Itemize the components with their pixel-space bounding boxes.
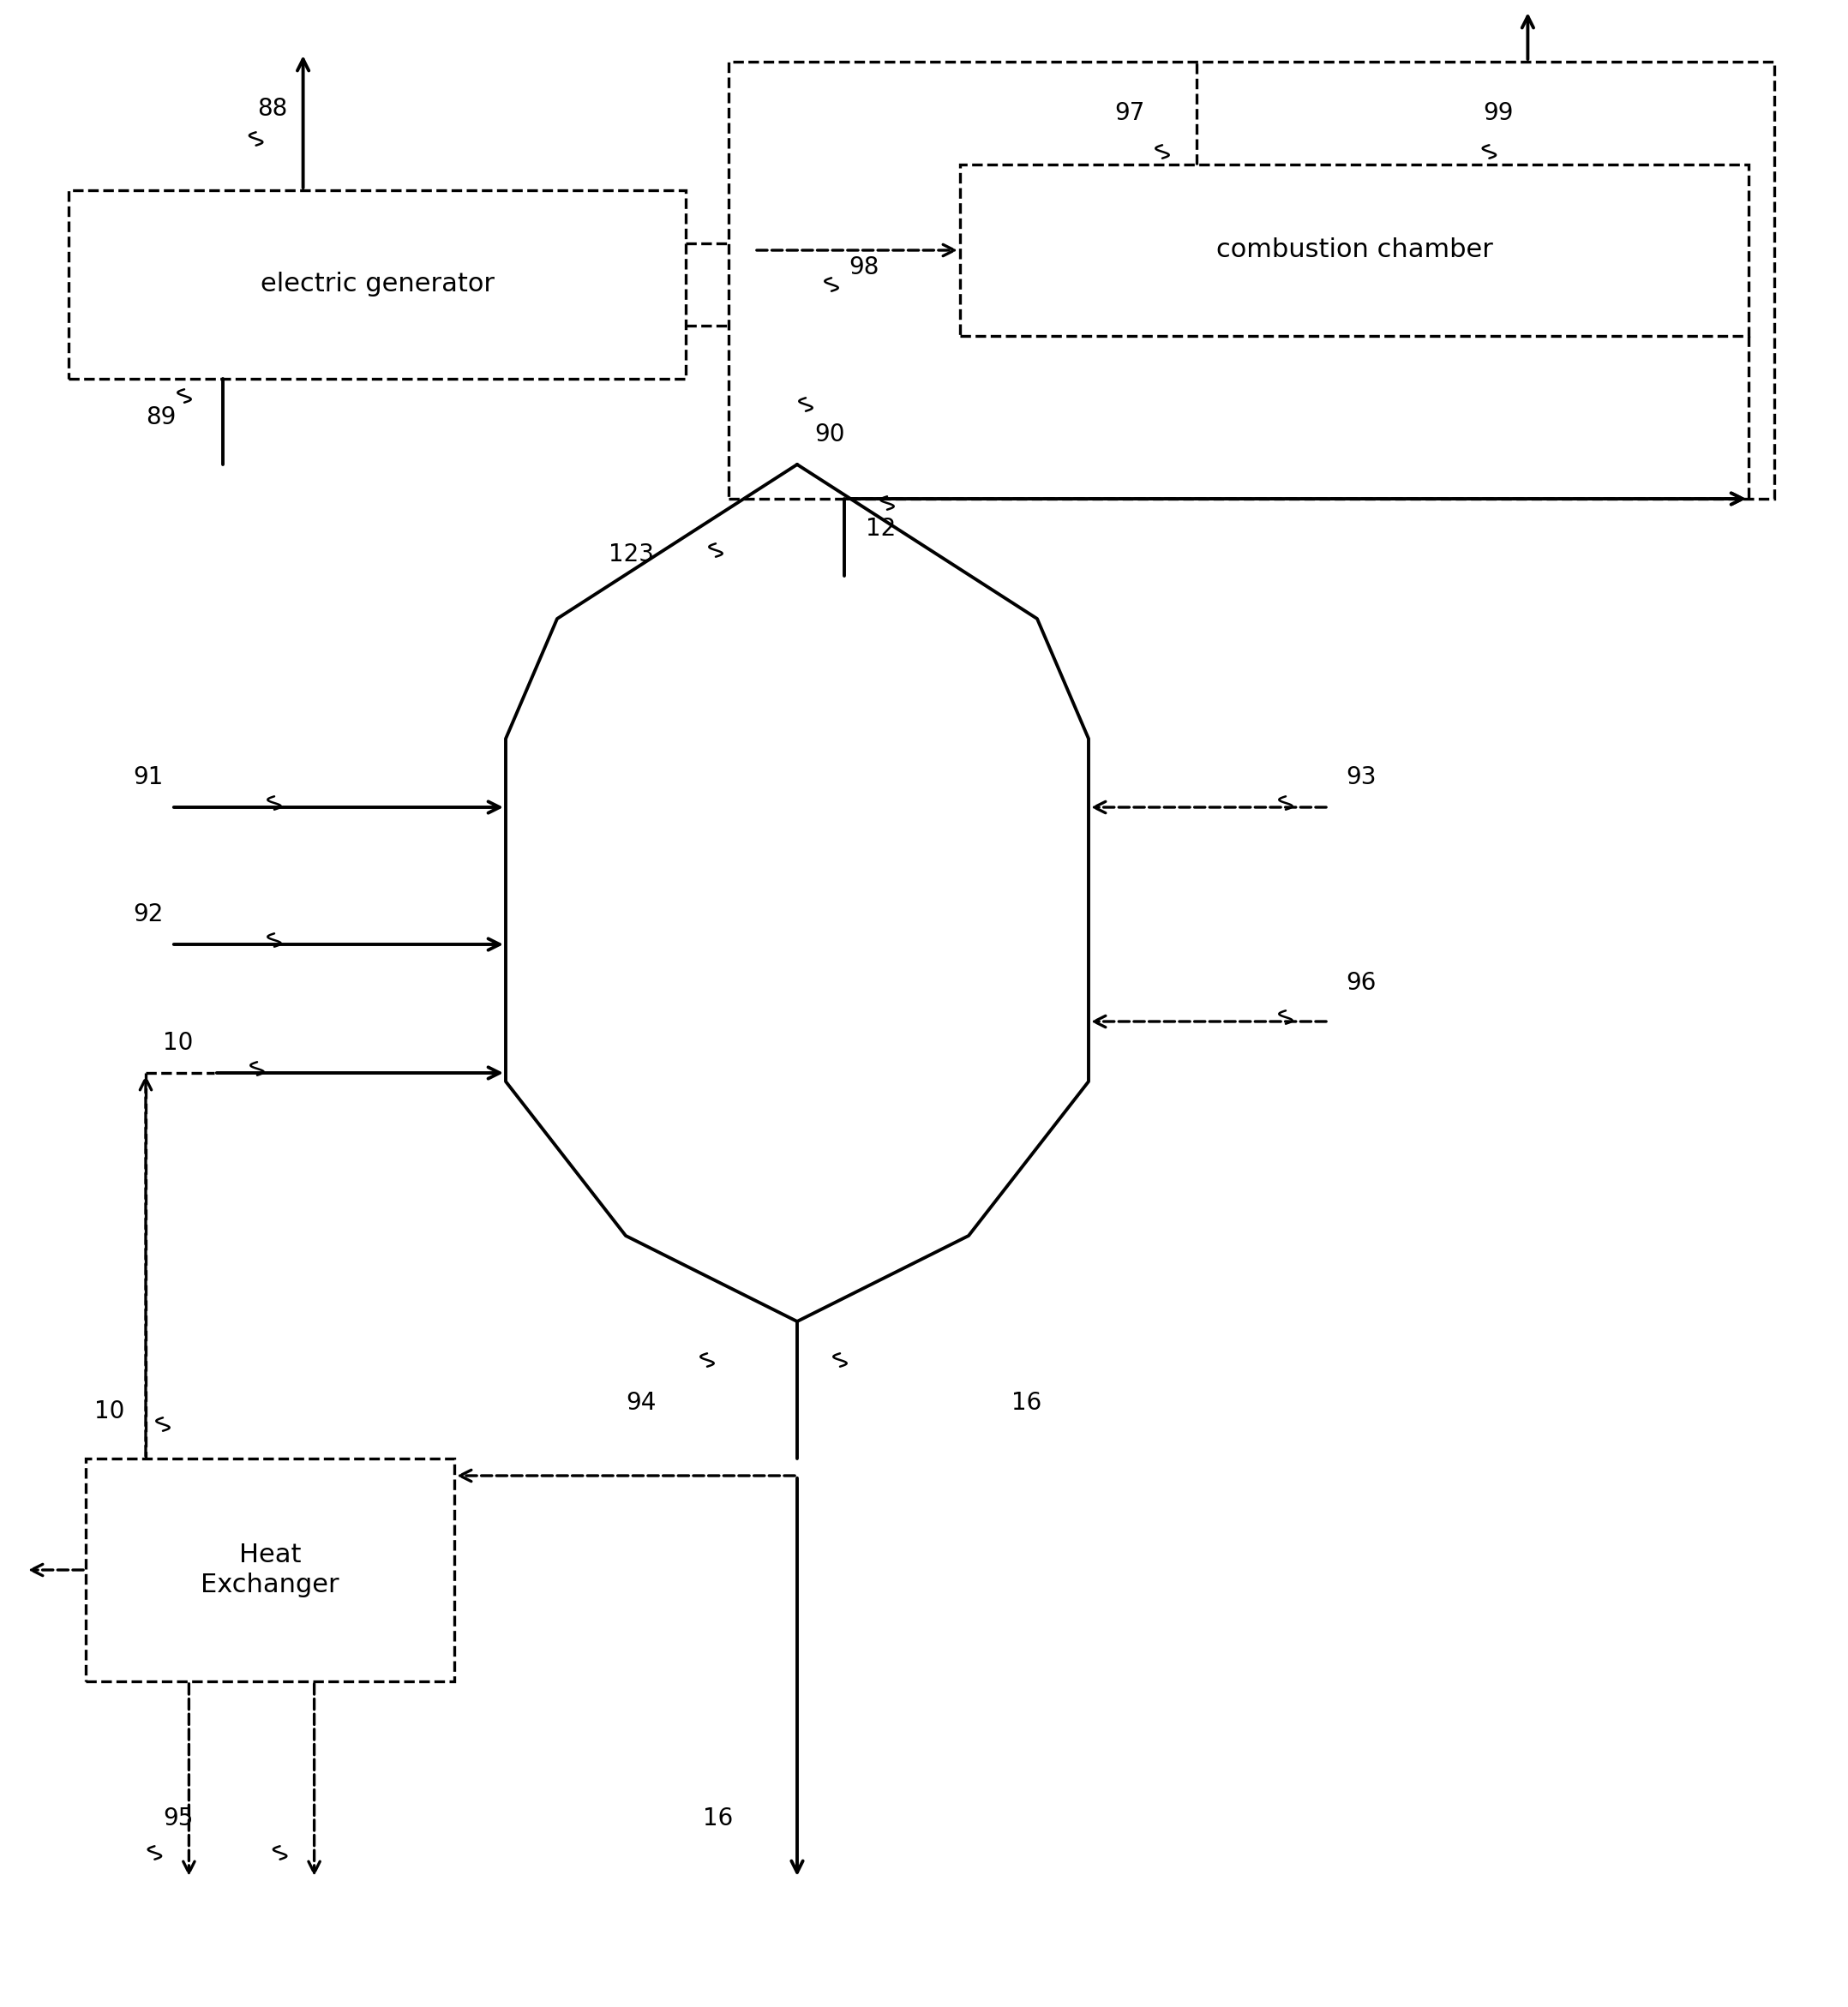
Text: 94: 94 (626, 1391, 656, 1415)
Text: 89: 89 (146, 405, 176, 429)
Text: 16: 16 (702, 1806, 734, 1830)
Text: 97: 97 (1114, 100, 1144, 124)
Text: 91: 91 (133, 765, 163, 789)
Text: 99: 99 (1482, 100, 1514, 124)
Text: 96: 96 (1345, 971, 1377, 995)
Text: 92: 92 (133, 903, 163, 927)
Text: 12: 12 (865, 516, 896, 540)
Text: 16: 16 (1011, 1391, 1042, 1415)
Text: 88: 88 (257, 96, 286, 120)
Text: 10: 10 (94, 1399, 124, 1423)
Text: electric generator: electric generator (261, 273, 493, 297)
Text: 95: 95 (163, 1806, 194, 1830)
Text: combustion chamber: combustion chamber (1216, 237, 1493, 263)
Text: 90: 90 (815, 423, 845, 446)
Bar (959, 165, 1748, 335)
Bar (85, 1459, 455, 1682)
Text: 93: 93 (1345, 765, 1377, 789)
Text: Heat
Exchanger: Heat Exchanger (201, 1541, 340, 1598)
Text: 98: 98 (848, 255, 880, 279)
Bar (68, 191, 686, 379)
Bar (728, 62, 1774, 500)
Text: 10: 10 (163, 1032, 194, 1056)
Text: 123: 123 (608, 542, 654, 566)
